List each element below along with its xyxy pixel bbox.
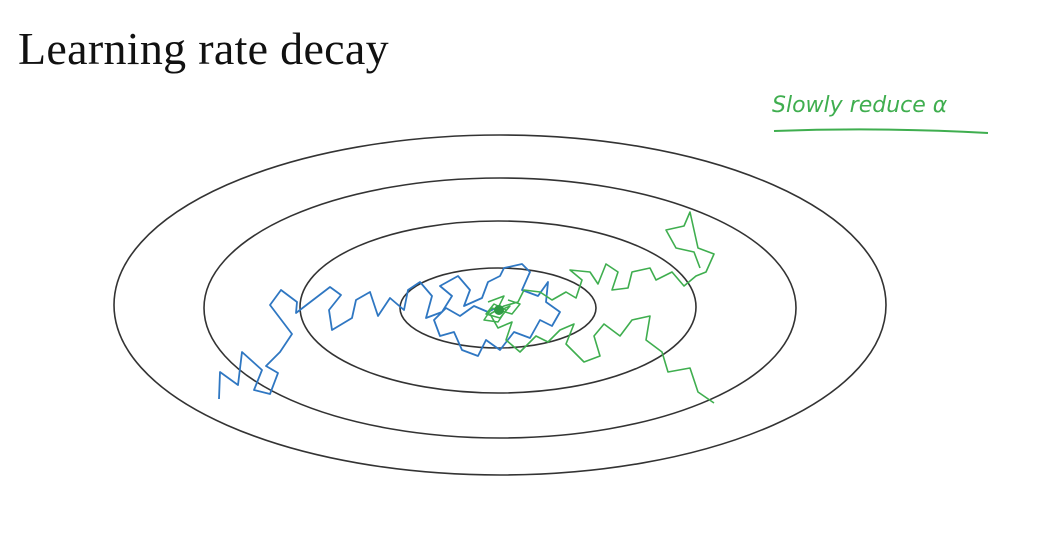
annotation-underline <box>773 128 989 134</box>
contour-lines <box>113 134 887 476</box>
path-constant-learning-rate <box>218 263 561 400</box>
minimum-point <box>494 305 504 315</box>
path-decaying-learning-rate <box>489 211 715 404</box>
contour-outer <box>113 134 887 476</box>
slide-title: Learning rate decay <box>18 23 389 74</box>
contour-third <box>299 220 697 394</box>
contour-second <box>203 177 797 439</box>
annotation: Slowly reduce α <box>772 93 989 134</box>
annotation-text: Slowly reduce α <box>772 93 948 118</box>
